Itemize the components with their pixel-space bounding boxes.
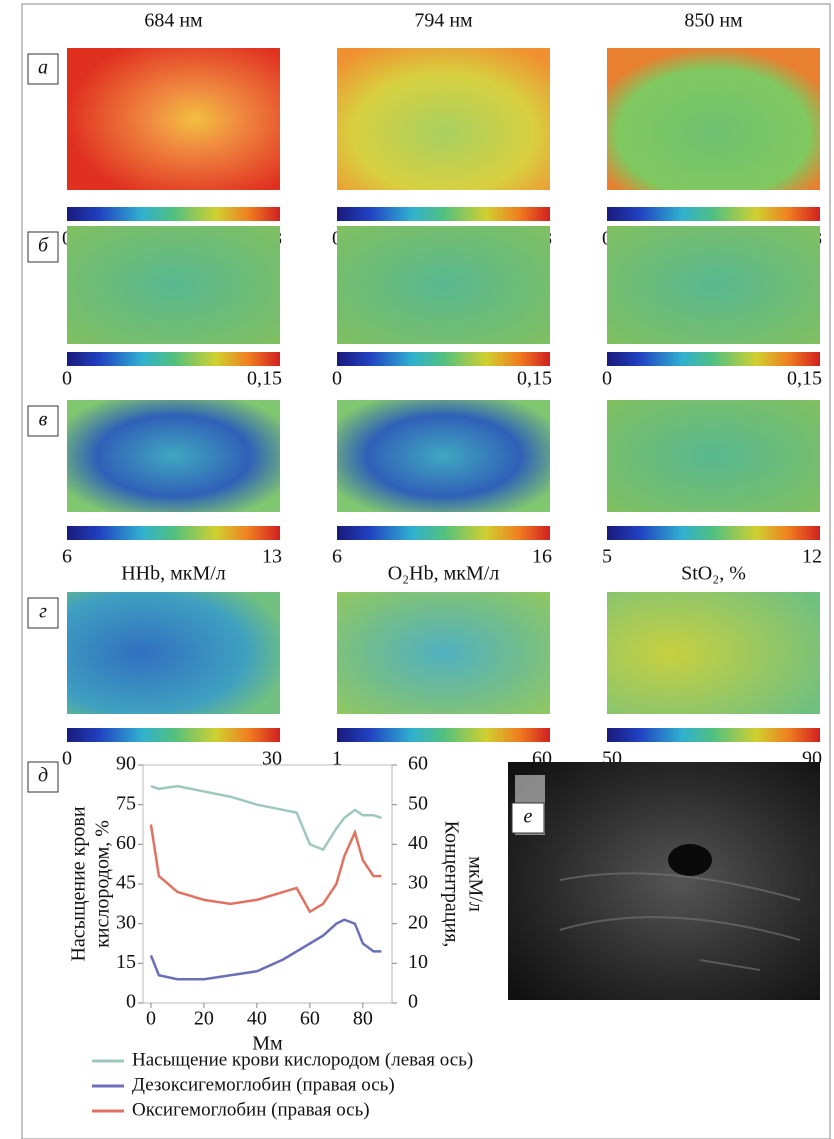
heatmap-image <box>67 226 280 344</box>
colorbar <box>67 352 280 366</box>
y2-axis-label: мкМ/л <box>464 856 486 912</box>
y2-tick-label: 30 <box>408 872 428 894</box>
legend-label: Дезоксигемоглобин (правая ось) <box>132 1074 395 1095</box>
x-tick-label: 60 <box>300 1008 320 1030</box>
heatmap-image <box>607 48 820 190</box>
colorbar <box>337 352 550 366</box>
panel-label: г <box>39 601 47 623</box>
y2-tick-label: 60 <box>408 753 428 775</box>
x-tick-label: 40 <box>247 1008 267 1030</box>
colorbar-min-label: 0 <box>332 368 342 390</box>
y2-tick-label: 50 <box>408 792 428 814</box>
legend-label: Оксигемоглобин (правая ось) <box>132 1099 370 1120</box>
colorbar-min-label: 5 <box>602 546 612 568</box>
colorbar <box>67 207 280 221</box>
series-line <box>151 920 381 980</box>
column-title: 684 нм <box>144 10 203 32</box>
colorbar <box>607 207 820 221</box>
panel-label: б <box>38 235 49 257</box>
series-line <box>151 825 381 912</box>
colorbar-max-label: 30 <box>262 748 282 770</box>
y-tick-label: 30 <box>116 911 136 933</box>
colorbar <box>607 728 820 742</box>
colorbar-max-label: 0,15 <box>517 368 552 390</box>
heatmap-image <box>67 48 280 190</box>
panel-label: е <box>524 806 533 828</box>
heatmap-image <box>337 400 550 512</box>
y-tick-label: 15 <box>116 951 136 973</box>
y-tick-label: 0 <box>126 991 136 1013</box>
colorbar-min-label: 0 <box>62 368 72 390</box>
column-title: 850 нм <box>684 10 743 32</box>
heatmap-image <box>67 400 280 512</box>
colorbar <box>607 526 820 540</box>
heatmap-image <box>607 400 820 512</box>
panel-label: в <box>39 409 48 431</box>
heatmap-image <box>67 592 280 714</box>
heatmap-image <box>607 226 820 344</box>
heatmap-image <box>337 226 550 344</box>
y2-axis-label: Концентрация, <box>440 821 462 948</box>
column-title: 794 нм <box>414 10 473 32</box>
y-tick-label: 45 <box>116 872 136 894</box>
x-tick-label: 80 <box>353 1008 373 1030</box>
ultrasound-image <box>508 762 820 1000</box>
colorbar-min-label: 1 <box>332 748 342 770</box>
y2-tick-label: 40 <box>408 832 428 854</box>
heatmap-image <box>337 592 550 714</box>
colorbar-max-label: 0,15 <box>787 368 822 390</box>
map-title: O₂Hb, мкМ/л <box>388 563 500 585</box>
colorbar <box>607 352 820 366</box>
heatmap-image <box>337 48 550 190</box>
colorbar <box>337 526 550 540</box>
y-tick-label: 60 <box>116 832 136 854</box>
colorbar <box>337 728 550 742</box>
y-axis-label: Насыщение крови <box>68 806 90 961</box>
colorbar-max-label: 0,15 <box>247 368 282 390</box>
y-axis-label: кислородом, % <box>92 820 114 948</box>
colorbar-min-label: 0 <box>62 748 72 770</box>
y2-tick-label: 0 <box>408 991 418 1013</box>
x-tick-label: 20 <box>194 1008 214 1030</box>
panel-label: д <box>38 765 48 787</box>
map-title: HHb, мкМ/л <box>121 563 226 585</box>
ultrasound-lesion <box>668 844 712 876</box>
colorbar-max-label: 13 <box>262 546 282 568</box>
colorbar-min-label: 0 <box>602 368 612 390</box>
y2-tick-label: 10 <box>408 951 428 973</box>
y-tick-label: 75 <box>116 792 136 814</box>
colorbar-max-label: 16 <box>532 546 552 568</box>
heatmap-image <box>607 592 820 714</box>
legend-label: Насыщение крови кислородом (левая ось) <box>132 1049 473 1070</box>
y2-tick-label: 20 <box>408 911 428 933</box>
figure: 684 нм794 нм850 нма080808б00,1500,1500,1… <box>0 0 834 1139</box>
colorbar-max-label: 12 <box>802 546 822 568</box>
panel-label: а <box>38 57 48 79</box>
map-title: StO₂, % <box>681 563 746 585</box>
series-line <box>151 786 381 849</box>
colorbar-min-label: 6 <box>62 546 72 568</box>
x-tick-label: 0 <box>146 1008 156 1030</box>
colorbar <box>67 728 280 742</box>
colorbar-min-label: 6 <box>332 546 342 568</box>
y-tick-label: 90 <box>116 753 136 775</box>
colorbar <box>337 207 550 221</box>
colorbar <box>67 526 280 540</box>
